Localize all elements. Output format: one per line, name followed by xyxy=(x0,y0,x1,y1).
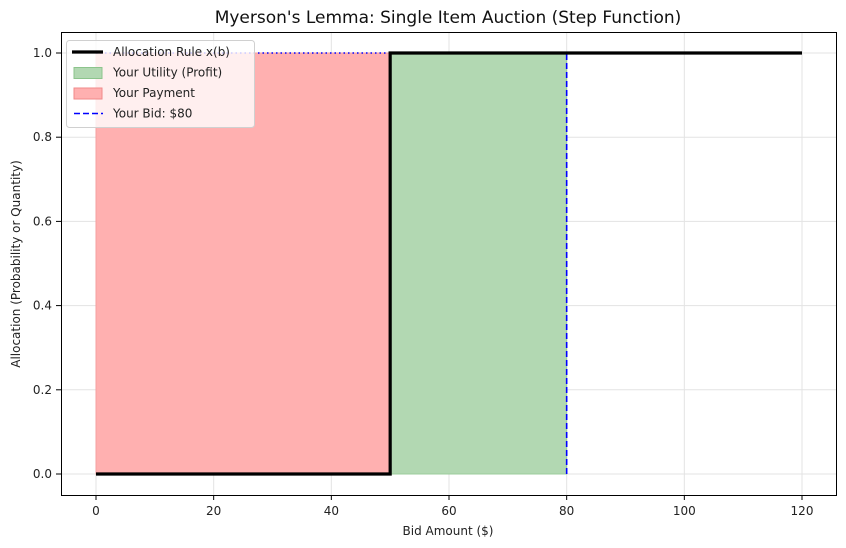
legend-box xyxy=(66,40,255,128)
x-tick-label: 100 xyxy=(673,504,696,518)
y-tick-label: 0.8 xyxy=(33,130,52,144)
y-axis-ticks: 0.0 0.2 0.4 0.6 0.8 1.0 xyxy=(33,46,61,481)
y-tick-label: 0.2 xyxy=(33,383,52,397)
y-tick-label: 1.0 xyxy=(33,46,52,60)
legend-patch-swatch xyxy=(73,87,103,100)
y-tick-label: 0.4 xyxy=(33,299,52,313)
x-tick-label: 20 xyxy=(206,504,221,518)
legend: Allocation Rule x(b) Your Utility (Profit… xyxy=(66,40,255,128)
legend-label: Your Utility (Profit) xyxy=(112,66,222,80)
allocation-rule-line xyxy=(96,51,802,476)
x-tick-label: 80 xyxy=(559,504,574,518)
x-tick-label: 60 xyxy=(441,504,456,518)
data-lines xyxy=(96,51,802,476)
x-tick-label: 120 xyxy=(791,504,814,518)
x-axis-label: Bid Amount ($) xyxy=(403,524,494,538)
utility-area xyxy=(389,52,568,475)
y-tick-label: 0.0 xyxy=(33,467,52,481)
y-axis-label: Allocation (Probability or Quantity) xyxy=(9,160,23,368)
legend-label: Your Payment xyxy=(112,86,195,100)
x-tick-label: 40 xyxy=(324,504,339,518)
chart-title: Myerson's Lemma: Single Item Auction (St… xyxy=(215,8,682,28)
legend-label: Allocation Rule x(b) xyxy=(113,45,230,59)
y-tick-label: 0.6 xyxy=(33,214,52,228)
x-tick-label: 0 xyxy=(92,504,100,518)
legend-patch-swatch xyxy=(73,67,103,79)
x-axis-ticks: 0 20 40 60 80 100 120 xyxy=(92,495,813,518)
legend-label: Your Bid: $80 xyxy=(112,107,192,121)
